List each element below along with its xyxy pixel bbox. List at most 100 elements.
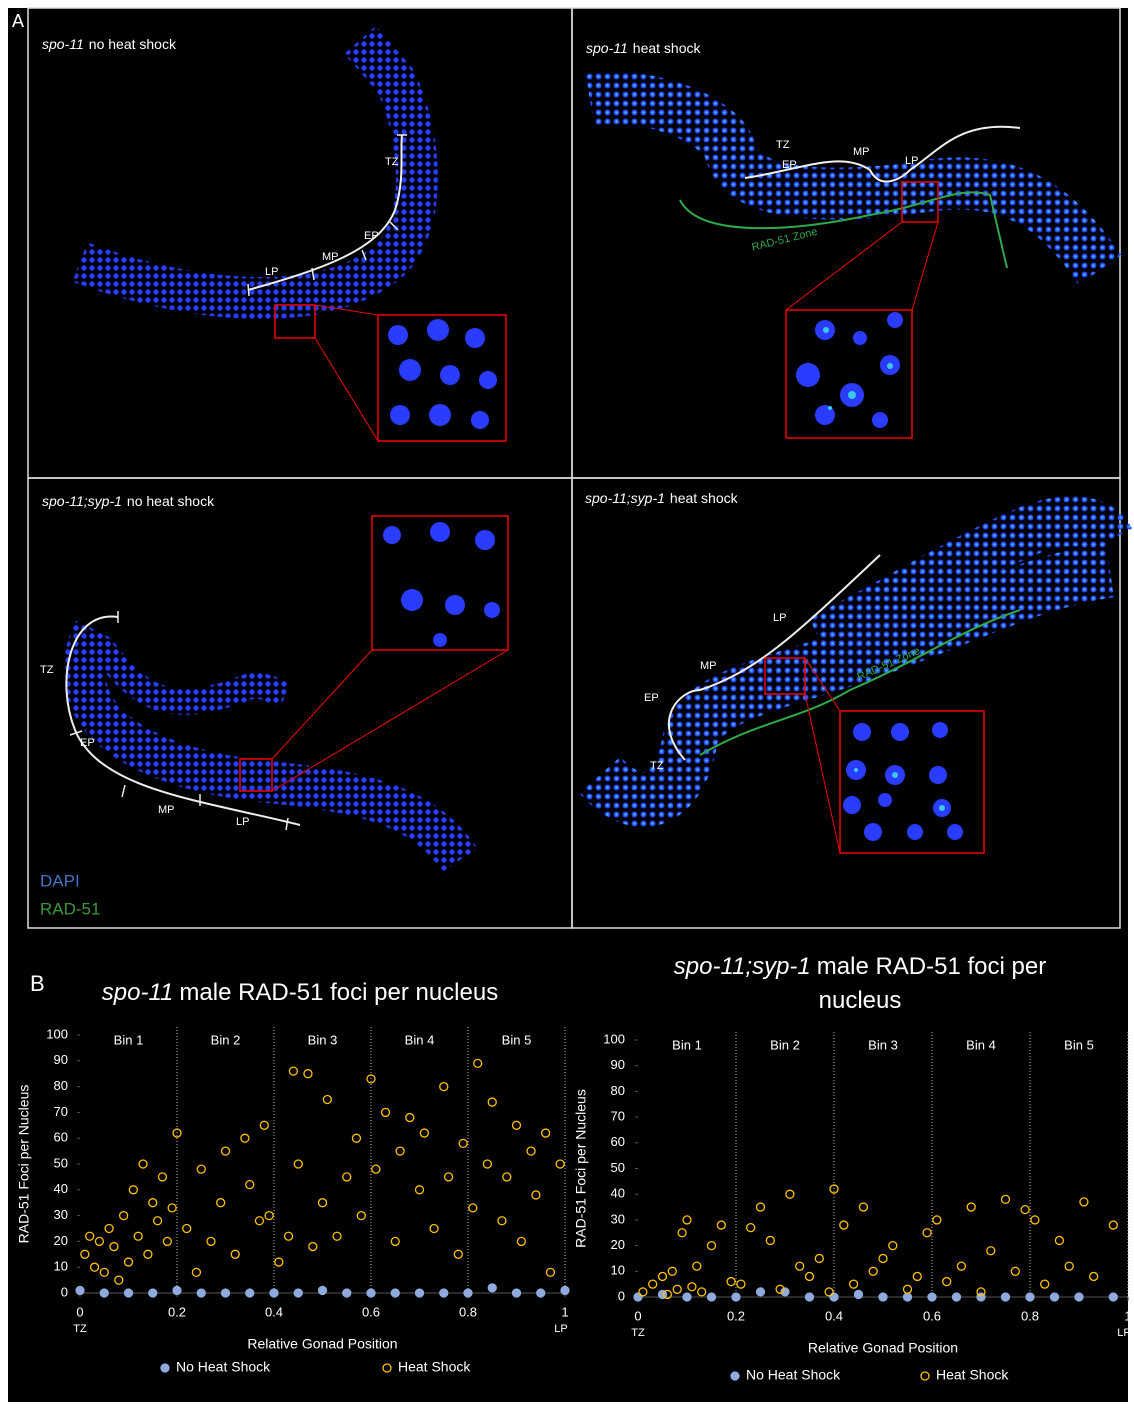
condition: heat shock <box>633 40 702 56</box>
x-end-label: TZ <box>631 1327 645 1339</box>
x-tick-label: 0.6 <box>923 1308 941 1323</box>
y-tick-label: 50 <box>611 1160 625 1175</box>
y-tick-label: 20 <box>54 1233 68 1248</box>
data-point <box>391 1289 399 1297</box>
y-tick-label: 50 <box>54 1155 68 1170</box>
y-axis-label: RAD-51 Foci per Nucleus <box>16 1085 32 1244</box>
y-tick-label: 90 <box>611 1057 625 1072</box>
x-tick-label: 0.8 <box>1021 1308 1039 1323</box>
data-point <box>222 1289 230 1297</box>
data-point <box>1002 1293 1010 1301</box>
gene: spo-11;syp-1 <box>585 490 665 506</box>
gene: spo-11 <box>586 40 628 56</box>
data-point <box>537 1289 545 1297</box>
y-tick-label: 10 <box>54 1259 68 1274</box>
x-tick-label: 0.8 <box>459 1304 477 1319</box>
data-point <box>855 1290 863 1298</box>
y-tick-label: 20 <box>611 1237 625 1252</box>
zone-label: MP <box>158 804 175 816</box>
data-point <box>246 1289 254 1297</box>
legend-label: Heat Shock <box>936 1367 1009 1383</box>
data-point <box>440 1289 448 1297</box>
x-tick-label: 0 <box>634 1308 641 1323</box>
zone-label: MP <box>322 251 339 263</box>
stain-legend: DAPI <box>40 871 80 890</box>
legend-label: Heat Shock <box>398 1359 471 1375</box>
panel-title: spo-11;syp-1 heat shock <box>585 490 739 506</box>
y-tick-label: 60 <box>54 1130 68 1145</box>
y-tick-label: 90 <box>54 1052 68 1067</box>
zone-label: MP <box>853 146 870 158</box>
data-point <box>879 1293 887 1301</box>
chart-title: spo-11male RAD-51 foci per nucleus <box>40 976 560 1010</box>
data-point <box>343 1289 351 1297</box>
gene: spo-11;syp-1 <box>42 493 122 509</box>
x-tick-label: 0.2 <box>727 1308 745 1323</box>
y-tick-label: 70 <box>54 1104 68 1119</box>
y-tick-label: 60 <box>611 1134 625 1149</box>
y-tick-label: 10 <box>611 1263 625 1278</box>
page: {"panel_label_a": "A", "panel_label_b": … <box>0 0 1134 1410</box>
data-point <box>1051 1293 1059 1301</box>
zone-label: EP <box>782 159 797 171</box>
title-text: male RAD-51 foci per nucleus <box>179 979 498 1006</box>
y-axis-label: RAD-51 Foci per Nucleus <box>573 1089 589 1248</box>
gene: spo-11 <box>42 36 84 52</box>
x-end-label: TZ <box>73 1323 87 1335</box>
bin-label: Bin 1 <box>672 1037 702 1052</box>
bin-label: Bin 3 <box>308 1032 338 1047</box>
data-point <box>561 1286 569 1294</box>
y-tick-label: 0 <box>618 1288 625 1303</box>
data-point <box>464 1289 472 1297</box>
bin-label: Bin 1 <box>114 1032 144 1047</box>
y-tick-label: 80 <box>611 1083 625 1098</box>
bin-label: Bin 2 <box>211 1032 241 1047</box>
data-point <box>173 1286 181 1294</box>
data-point <box>367 1289 375 1297</box>
title-gene: spo-11 <box>102 979 174 1006</box>
data-point <box>708 1293 716 1301</box>
zone-label: TZ <box>385 156 399 168</box>
stain-legend: RAD-51 <box>40 899 100 918</box>
panel-title: spo-11;syp-1no heat shock <box>42 493 215 509</box>
legend-label: No Heat Shock <box>176 1359 271 1375</box>
data-point <box>683 1293 691 1301</box>
data-point <box>76 1286 84 1294</box>
zone-label: MP <box>700 660 717 672</box>
data-point <box>149 1289 157 1297</box>
data-point <box>634 1293 642 1301</box>
zone-label: EP <box>644 692 659 704</box>
y-tick-label: 100 <box>603 1031 625 1046</box>
panel-title: spo-11 heat shock <box>586 40 701 56</box>
bin-label: Bin 4 <box>966 1037 996 1052</box>
zone-label: LP <box>905 155 918 167</box>
title-text: male RAD-51 foci per nucleus <box>817 953 1046 1014</box>
zone-label: EP <box>80 737 95 749</box>
data-point <box>1026 1293 1034 1301</box>
x-end-label: LP <box>554 1323 567 1335</box>
data-point <box>830 1293 838 1301</box>
bin-label: Bin 2 <box>770 1037 800 1052</box>
panel-label: A <box>12 11 24 31</box>
data-point <box>928 1293 936 1301</box>
zone-label: LP <box>773 612 786 624</box>
y-tick-label: 80 <box>54 1078 68 1093</box>
x-axis-label: Relative Gonad Position <box>808 1340 958 1356</box>
data-point <box>125 1289 133 1297</box>
y-tick-label: 30 <box>611 1211 625 1226</box>
data-point <box>1075 1293 1083 1301</box>
zone-label: LP <box>236 816 249 828</box>
x-tick-label: 0.4 <box>825 1308 843 1323</box>
x-tick-label: 1 <box>1124 1308 1131 1323</box>
data-point <box>953 1293 961 1301</box>
condition: heat shock <box>670 490 739 506</box>
data-point <box>197 1289 205 1297</box>
title-gene: spo-11;syp-1 <box>674 953 811 980</box>
y-tick-label: 70 <box>611 1109 625 1124</box>
data-point <box>757 1288 765 1296</box>
data-point <box>319 1286 327 1294</box>
data-point <box>904 1293 912 1301</box>
legend-label: No Heat Shock <box>746 1367 841 1383</box>
x-axis-label: Relative Gonad Position <box>247 1336 397 1352</box>
y-tick-label: 30 <box>54 1207 68 1222</box>
